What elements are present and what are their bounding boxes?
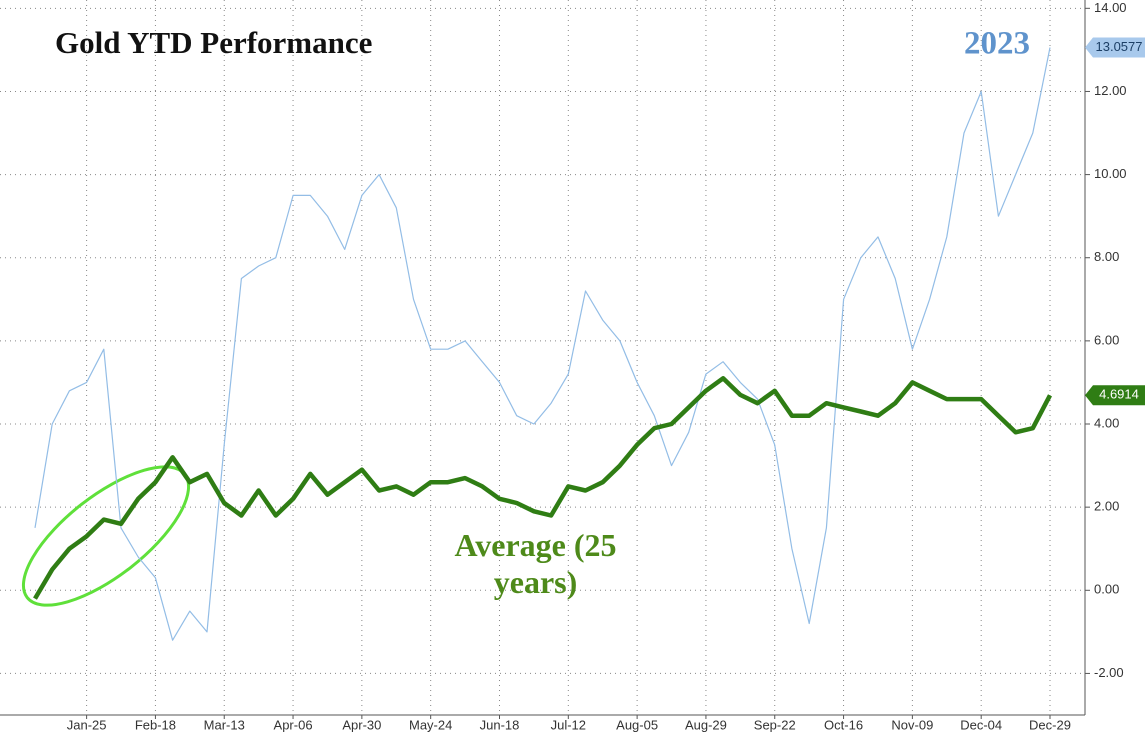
x-tick-label: Jul-12	[551, 717, 586, 732]
last-value-label: 4.6914	[1099, 387, 1139, 402]
x-tick-label: Aug-05	[616, 717, 658, 732]
last-value-tag	[1085, 37, 1145, 58]
y-tick-label: -2.00	[1094, 665, 1124, 680]
x-tick-label: Aug-29	[685, 717, 727, 732]
x-tick-label: Apr-06	[274, 717, 313, 732]
highlight-ellipse	[21, 465, 191, 607]
series-line	[33, 376, 1052, 600]
y-tick-label: 10.00	[1094, 166, 1127, 181]
y-tick-label: 14.00	[1094, 0, 1127, 15]
series-line	[34, 47, 1051, 641]
x-tick-label: Apr-30	[342, 717, 381, 732]
y-tick-label: 2.00	[1094, 499, 1119, 514]
x-tick-label: May-24	[409, 717, 452, 732]
x-tick-label: Feb-18	[135, 717, 176, 732]
x-tick-label: Jun-18	[480, 717, 520, 732]
chart-title: Gold YTD Performance	[55, 25, 372, 60]
y-tick-label: 8.00	[1094, 249, 1119, 264]
legend-2023: 2023	[964, 26, 1030, 62]
y-tick-label: 6.00	[1094, 332, 1119, 347]
last-value-label: 13.0577	[1096, 39, 1143, 54]
x-tick-label: Nov-09	[891, 717, 933, 732]
legend-average: Average (25 years)	[454, 527, 617, 600]
x-tick-label: Dec-04	[960, 717, 1002, 732]
x-tick-label: Sep-22	[754, 717, 796, 732]
x-tick-label: Jan-25	[67, 717, 107, 732]
y-tick-label: 0.00	[1094, 582, 1119, 597]
last-value-tag	[1085, 385, 1145, 406]
y-tick-label: 12.00	[1094, 83, 1127, 98]
x-tick-label: Dec-29	[1029, 717, 1071, 732]
y-tick-label: 4.00	[1094, 415, 1119, 430]
x-tick-label: Oct-16	[824, 717, 863, 732]
x-tick-label: Mar-13	[204, 717, 245, 732]
